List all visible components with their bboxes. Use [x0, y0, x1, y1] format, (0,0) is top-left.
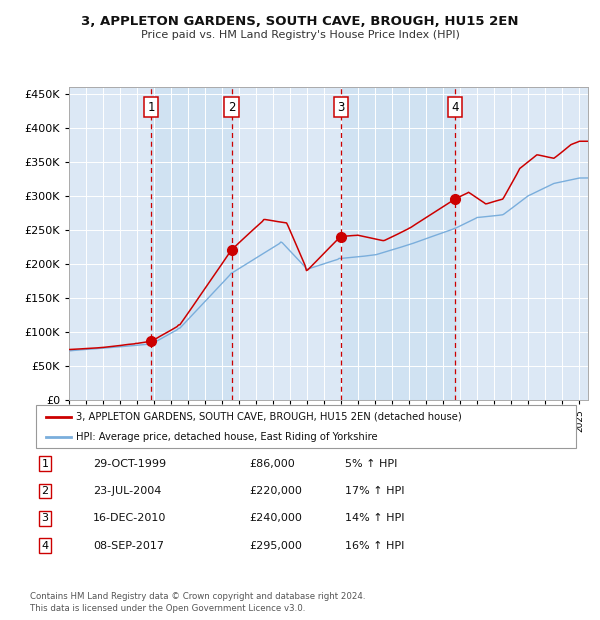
Text: 14% ↑ HPI: 14% ↑ HPI: [345, 513, 404, 523]
Text: HPI: Average price, detached house, East Riding of Yorkshire: HPI: Average price, detached house, East…: [77, 432, 378, 442]
Text: 4: 4: [41, 541, 49, 551]
Bar: [151, 87, 232, 400]
Text: 2: 2: [41, 486, 49, 496]
Text: Contains HM Land Registry data © Crown copyright and database right 2024.
This d: Contains HM Land Registry data © Crown c…: [30, 591, 365, 613]
Text: 3: 3: [337, 100, 344, 113]
Text: 1: 1: [148, 100, 155, 113]
Text: 3, APPLETON GARDENS, SOUTH CAVE, BROUGH, HU15 2EN: 3, APPLETON GARDENS, SOUTH CAVE, BROUGH,…: [81, 16, 519, 28]
Text: 23-JUL-2004: 23-JUL-2004: [93, 486, 161, 496]
Bar: [341, 87, 455, 400]
Text: 16-DEC-2010: 16-DEC-2010: [93, 513, 166, 523]
Text: 1: 1: [41, 459, 49, 469]
Text: 4: 4: [451, 100, 459, 113]
Text: Price paid vs. HM Land Registry's House Price Index (HPI): Price paid vs. HM Land Registry's House …: [140, 30, 460, 40]
Text: 2: 2: [228, 100, 235, 113]
Text: 3, APPLETON GARDENS, SOUTH CAVE, BROUGH, HU15 2EN (detached house): 3, APPLETON GARDENS, SOUTH CAVE, BROUGH,…: [77, 412, 462, 422]
Text: 5% ↑ HPI: 5% ↑ HPI: [345, 459, 397, 469]
Text: £220,000: £220,000: [249, 486, 302, 496]
Text: £86,000: £86,000: [249, 459, 295, 469]
Text: 3: 3: [41, 513, 49, 523]
Text: 16% ↑ HPI: 16% ↑ HPI: [345, 541, 404, 551]
Text: 17% ↑ HPI: 17% ↑ HPI: [345, 486, 404, 496]
Text: 08-SEP-2017: 08-SEP-2017: [93, 541, 164, 551]
Text: £295,000: £295,000: [249, 541, 302, 551]
Text: 29-OCT-1999: 29-OCT-1999: [93, 459, 166, 469]
Text: £240,000: £240,000: [249, 513, 302, 523]
